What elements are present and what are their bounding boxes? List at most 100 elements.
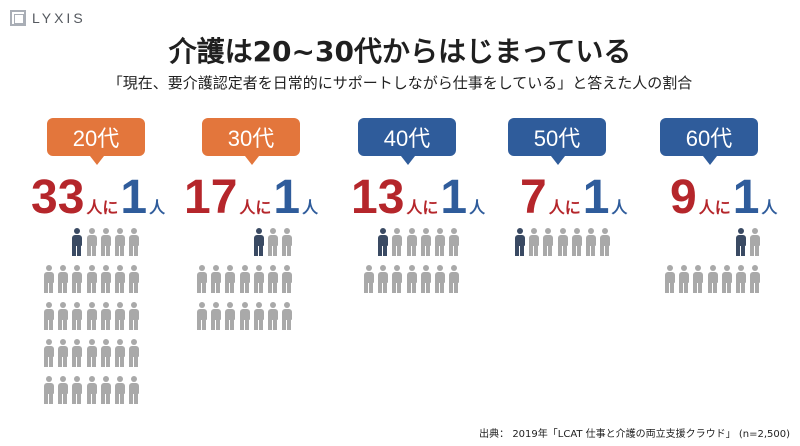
person-icon [224, 302, 236, 330]
person-icon [585, 228, 596, 256]
person-icon [281, 228, 293, 256]
person-icon [721, 265, 732, 293]
person-icon [210, 265, 222, 293]
person-icon [678, 265, 690, 293]
person-icon [253, 265, 264, 293]
person-icon [253, 302, 264, 330]
person-icon [448, 228, 460, 256]
person-icon [114, 302, 125, 330]
person-icon [71, 265, 83, 293]
person-icon [128, 265, 140, 293]
caregiver-person-icon [71, 228, 83, 256]
ratio-particle: 人に [86, 198, 119, 217]
person-icon [43, 265, 54, 293]
person-icon [128, 339, 140, 367]
person-icon [43, 302, 54, 330]
person-icon [71, 376, 83, 404]
person-icon [57, 376, 69, 404]
ratio-text: 9 人に 1 人 [670, 170, 779, 226]
caregiver-count: 1 [732, 171, 760, 224]
person-icon [735, 265, 746, 293]
person-icon [363, 265, 374, 293]
person-icon [557, 228, 568, 256]
logo: LYXIS [10, 7, 86, 29]
person-suffix: 人 [302, 198, 319, 217]
ratio-text: 17 人に 1 人 [184, 170, 320, 226]
age-badge: 30代 [202, 118, 300, 165]
person-icon [196, 302, 207, 330]
source-note: 出典： 2019年「LCAT 仕事と介護の両立支援クラウド」 (n=2,500) [479, 429, 790, 440]
person-icon [210, 302, 222, 330]
person-icon [571, 228, 582, 256]
person-icon [114, 376, 125, 404]
person-icon [267, 265, 278, 293]
page-title: 介護は20~30代からはじまっている [168, 35, 632, 68]
person-icon [43, 339, 54, 367]
person-icon [267, 228, 278, 256]
ratio-text: 33 人に 1 人 [31, 170, 167, 226]
person-icon [749, 228, 761, 256]
ratio-particle: 人に [698, 198, 731, 217]
person-icon [599, 228, 611, 256]
caregiver-person-icon [253, 228, 264, 256]
person-suffix: 人 [611, 198, 628, 217]
ratio-particle: 人に [239, 198, 272, 217]
logo-icon [10, 10, 26, 26]
person-icon [420, 228, 431, 256]
caregiver-person-icon [377, 228, 389, 256]
person-suffix: 人 [469, 198, 486, 217]
person-icon [448, 265, 460, 293]
person-icon [100, 376, 111, 404]
ratio-particle: 人に [548, 198, 581, 217]
caregiver-count: 1 [440, 171, 468, 224]
person-icon [528, 228, 540, 256]
person-suffix: 人 [761, 198, 778, 217]
person-icon [71, 339, 83, 367]
person-icon [86, 265, 97, 293]
person-icon [196, 265, 207, 293]
person-icon [391, 228, 403, 256]
person-icon [239, 265, 250, 293]
person-icon [406, 265, 417, 293]
person-icon [224, 265, 236, 293]
person-icon [281, 302, 293, 330]
person-icon [434, 265, 445, 293]
person-suffix: 人 [149, 198, 166, 217]
age-badge: 40代 [358, 118, 456, 165]
caregiver-person-icon [735, 228, 746, 256]
person-icon [434, 228, 445, 256]
ratio-text: 7 人に 1 人 [520, 170, 629, 226]
person-icon [281, 265, 293, 293]
person-icon [100, 302, 111, 330]
person-icon [128, 376, 140, 404]
person-icon [57, 265, 69, 293]
person-icon [267, 302, 278, 330]
person-icon [420, 265, 431, 293]
person-icon [114, 265, 125, 293]
page-subtitle: 「現在、要介護認定者を日常的にサポートしながら仕事をしている」と答えた人の割合 [107, 74, 693, 92]
caregiver-count: 1 [273, 171, 301, 224]
caregiver-count: 1 [582, 171, 610, 224]
age-badge: 60代 [660, 118, 758, 165]
age-badge: 20代 [47, 118, 145, 165]
person-icon [664, 265, 675, 293]
person-icon [86, 228, 97, 256]
person-icon [100, 339, 111, 367]
person-icon [57, 302, 69, 330]
person-icon [692, 265, 704, 293]
person-icon [86, 376, 97, 404]
person-icon [391, 265, 403, 293]
logo-text: LYXIS [32, 10, 86, 26]
person-icon [377, 265, 389, 293]
caregiver-person-icon [514, 228, 525, 256]
person-icon [57, 339, 69, 367]
age-badge: 50代 [508, 118, 606, 165]
ratio-particle: 人に [406, 198, 439, 217]
person-icon [100, 265, 111, 293]
person-icon [239, 302, 250, 330]
person-icon [128, 228, 140, 256]
person-icon [86, 302, 97, 330]
person-icon [86, 339, 97, 367]
person-icon [114, 228, 125, 256]
person-icon [71, 302, 83, 330]
